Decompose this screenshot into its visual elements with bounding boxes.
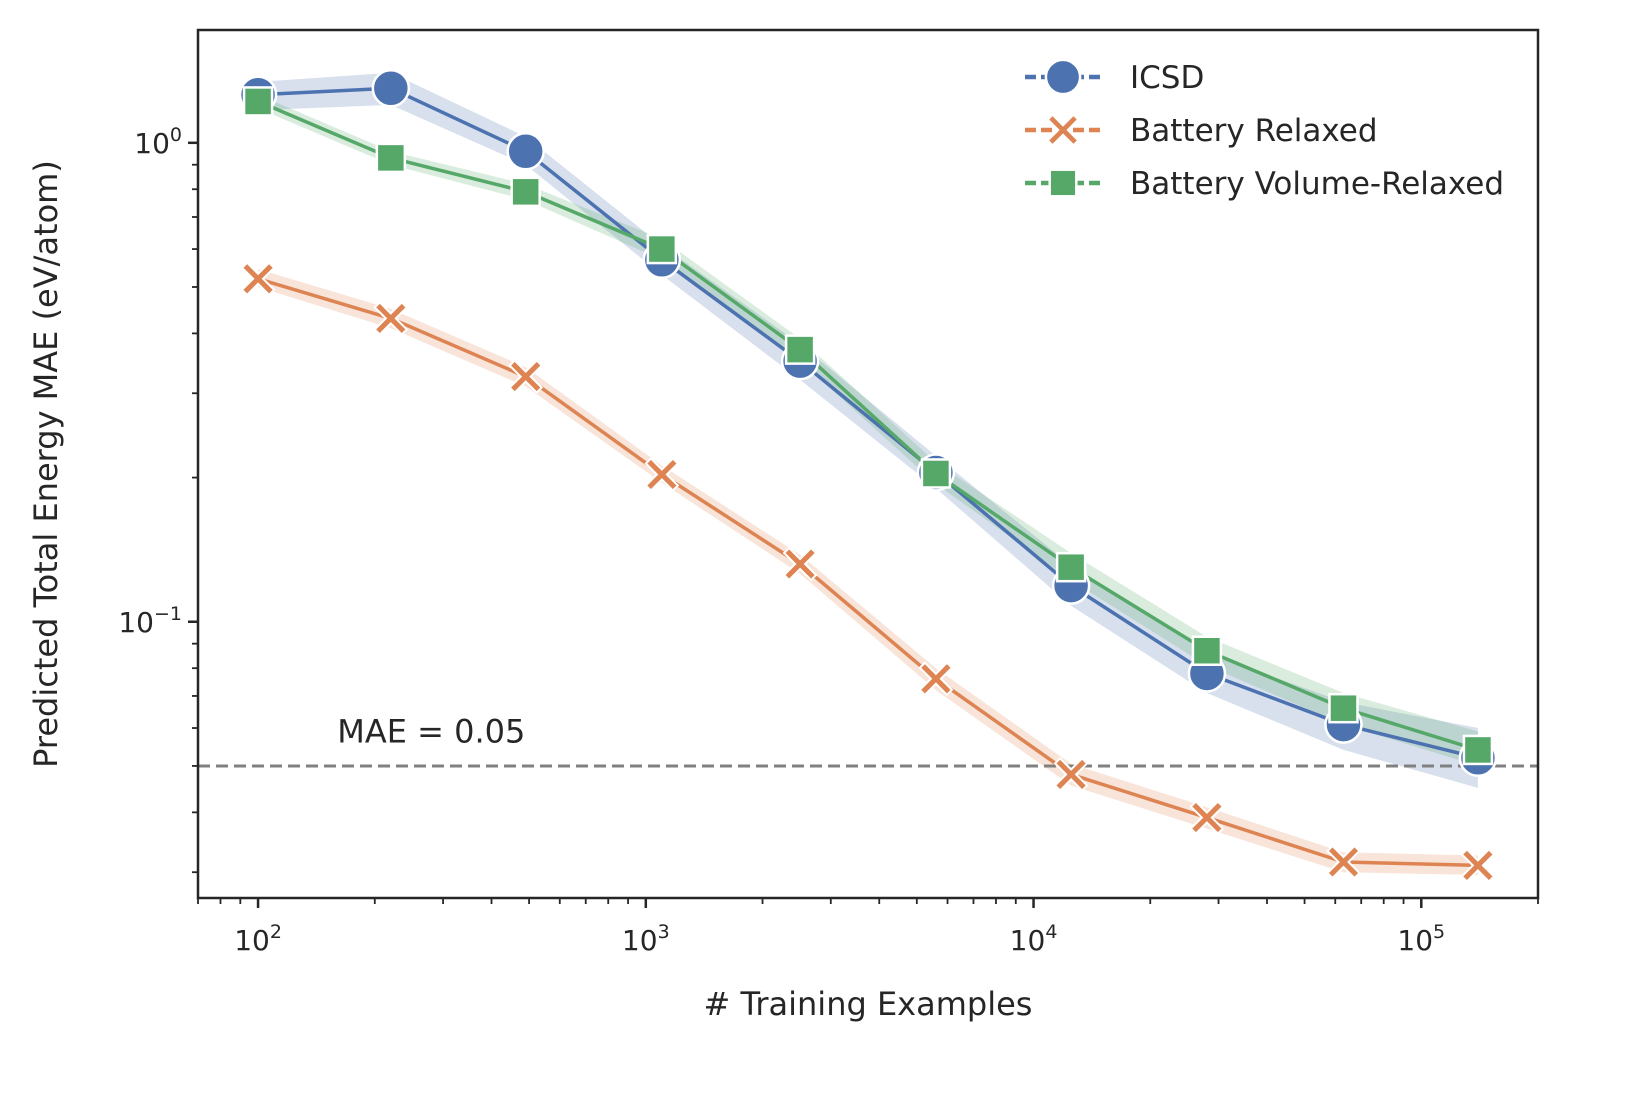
series-markers (238, 68, 1498, 883)
reference-line-label: MAE = 0.05 (337, 712, 525, 750)
line-series-1 (257, 277, 1478, 868)
legend-item-1: Battery Relaxed (1025, 113, 1378, 149)
marker-series-2-point-0 (242, 86, 274, 117)
marker-series-2-point-3 (646, 233, 678, 265)
marker-series-0-point-2 (506, 132, 545, 171)
marker-series-2-point-6 (1055, 551, 1087, 583)
plot-frame (196, 28, 1540, 900)
marker-series-1-point-9 (1460, 847, 1496, 883)
marker-series-2-point-4 (784, 334, 816, 365)
marker-series-1-point-3 (644, 457, 680, 492)
y-axis: 100 10−1 (118, 124, 198, 874)
y-axis-label: Predicted Total Energy MAE (eV/atom) (27, 160, 65, 768)
marker-series-1-point-6 (1053, 756, 1089, 792)
x-tick-label-3: 105 (1397, 921, 1445, 957)
marker-series-1-point-7 (1189, 800, 1225, 836)
x-tick-label-1: 103 (622, 921, 670, 957)
line-series-0 (258, 86, 1479, 760)
legend-label-2: Battery Volume-Relaxed (1130, 166, 1504, 202)
marker-series-2-point-2 (510, 176, 541, 208)
line-series-2 (257, 99, 1479, 752)
marker-series-2-point-9 (1462, 734, 1494, 766)
marker-series-1-point-8 (1326, 844, 1361, 880)
band-0 (258, 72, 1478, 788)
legend-label-0: ICSD (1130, 60, 1204, 96)
legend-label-1: Battery Relaxed (1130, 113, 1378, 149)
legend-item-2: Battery Volume-Relaxed (1025, 166, 1504, 202)
y-tick-label-0: 100 (134, 124, 182, 160)
legend: ICSD Battery Relaxed Battery Volume-Relaxe… (1025, 58, 1504, 202)
marker-series-2-point-5 (920, 458, 952, 489)
marker-series-1-point-2 (508, 359, 544, 395)
marker-series-1-point-5 (918, 661, 954, 697)
marker-series-2-point-8 (1328, 692, 1359, 724)
marker-series-2-point-1 (375, 142, 407, 174)
y-tick-label-1: 10−1 (118, 603, 182, 639)
legend-marker-1 (1046, 113, 1080, 147)
marker-series-1-point-1 (373, 300, 409, 336)
marker-series-0-point-1 (371, 68, 411, 108)
series-lines (257, 86, 1479, 868)
x-axis-label: # Training Examples (704, 985, 1033, 1023)
legend-marker-2 (1048, 168, 1078, 198)
x-tick-label-0: 102 (234, 921, 282, 957)
marker-series-2-point-7 (1191, 635, 1223, 666)
legend-item-0: ICSD (1025, 58, 1204, 96)
marker-series-1-point-4 (782, 546, 818, 582)
legend-marker-0 (1044, 58, 1082, 96)
marker-series-1-point-0 (240, 261, 276, 297)
x-tick-label-2: 104 (1010, 921, 1058, 957)
x-axis: 102 103 104 105 (197, 898, 1539, 957)
